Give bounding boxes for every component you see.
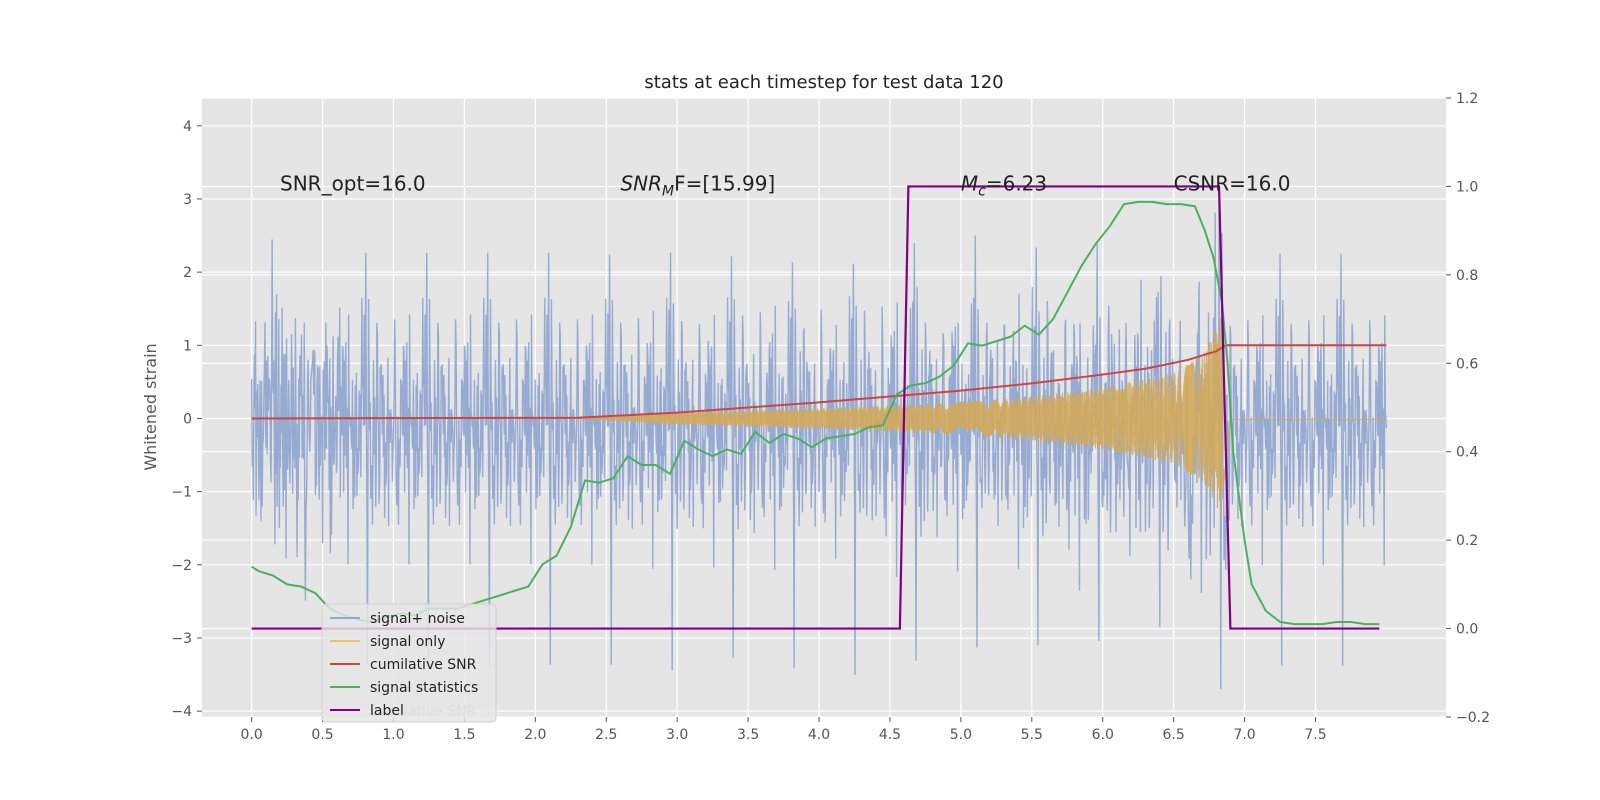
legend-entry-label: signal only [370,634,445,650]
y2-tick-label: −0.2 [1456,710,1490,726]
y-tick-label: 2 [183,265,192,281]
series-label [251,185,1380,630]
series-signal-noise [250,193,1388,690]
chart-title: stats at each timestep for test data 120 [644,72,1003,93]
y-tick-label: −1 [171,485,192,501]
y-tick-label: 4 [183,119,192,135]
x-tick-label: 0.5 [311,727,333,743]
annotation-snr-opt: SNR_opt=16.0 [280,171,426,195]
x-tick-label: 5.0 [950,727,972,743]
annotations: SNR_opt=16.0 SNRMF=[15.99] Mc=6.23 CSNR=16.… [280,171,1290,199]
y2-tick-label: 0.4 [1456,445,1478,461]
x-tick-label: 0.0 [241,727,263,743]
y2-tick-label: 0.0 [1456,622,1478,638]
x-tick-label: 3.5 [737,727,759,743]
x-tick-label: 3.0 [666,727,688,743]
y-tick-label: −3 [171,631,192,647]
y-tick-label: −2 [171,558,192,574]
x-tick-label: 2.5 [595,727,617,743]
annotation-csnr: CSNR=16.0 [1174,171,1291,195]
legend-box [321,603,497,723]
y-tick-label: 0 [183,411,192,427]
x-tick-label: 6.5 [1163,727,1185,743]
x-tick-label: 7.5 [1304,727,1326,743]
y-tick-label: 3 [183,192,192,208]
legend-entry-label: signal+ noise [370,611,465,627]
x-tick-label: 1.0 [382,727,404,743]
x-tick-label: 4.5 [879,727,901,743]
y2-tick-label: 1.2 [1456,91,1478,107]
y-tick-label: −4 [171,704,192,720]
x-tick-label: 4.0 [808,727,830,743]
legend-entry-label: cumilative SNR [370,657,477,673]
annotation-snr-mf: SNRMF=[15.99] [620,171,775,199]
y-axis-label: Whitened strain [141,343,160,470]
y2-tick-label: 0.2 [1456,533,1478,549]
y2-tick-label: 0.8 [1456,268,1478,284]
y2-tick-label: 0.6 [1456,356,1478,372]
axes: 0.0 0.5 1.0 1.5 2.0 2.5 3.0 3.5 4.0 4.5 5.0 5.5 6.0 6… [171,91,1490,743]
annotation-mc: Mc=6.23 [961,171,1047,199]
x-tick-label: 5.5 [1021,727,1043,743]
x-tick-label: 7.0 [1233,727,1255,743]
y-tick-label: 1 [183,338,192,354]
legend-entry-label: signal statistics [370,680,478,696]
legend-entry-label: label [370,703,404,719]
x-tick-label: 1.5 [453,727,475,743]
x-tick-label: 6.0 [1092,727,1114,743]
y2-tick-label: 1.0 [1456,179,1478,195]
x-tick-label: 2.0 [524,727,546,743]
